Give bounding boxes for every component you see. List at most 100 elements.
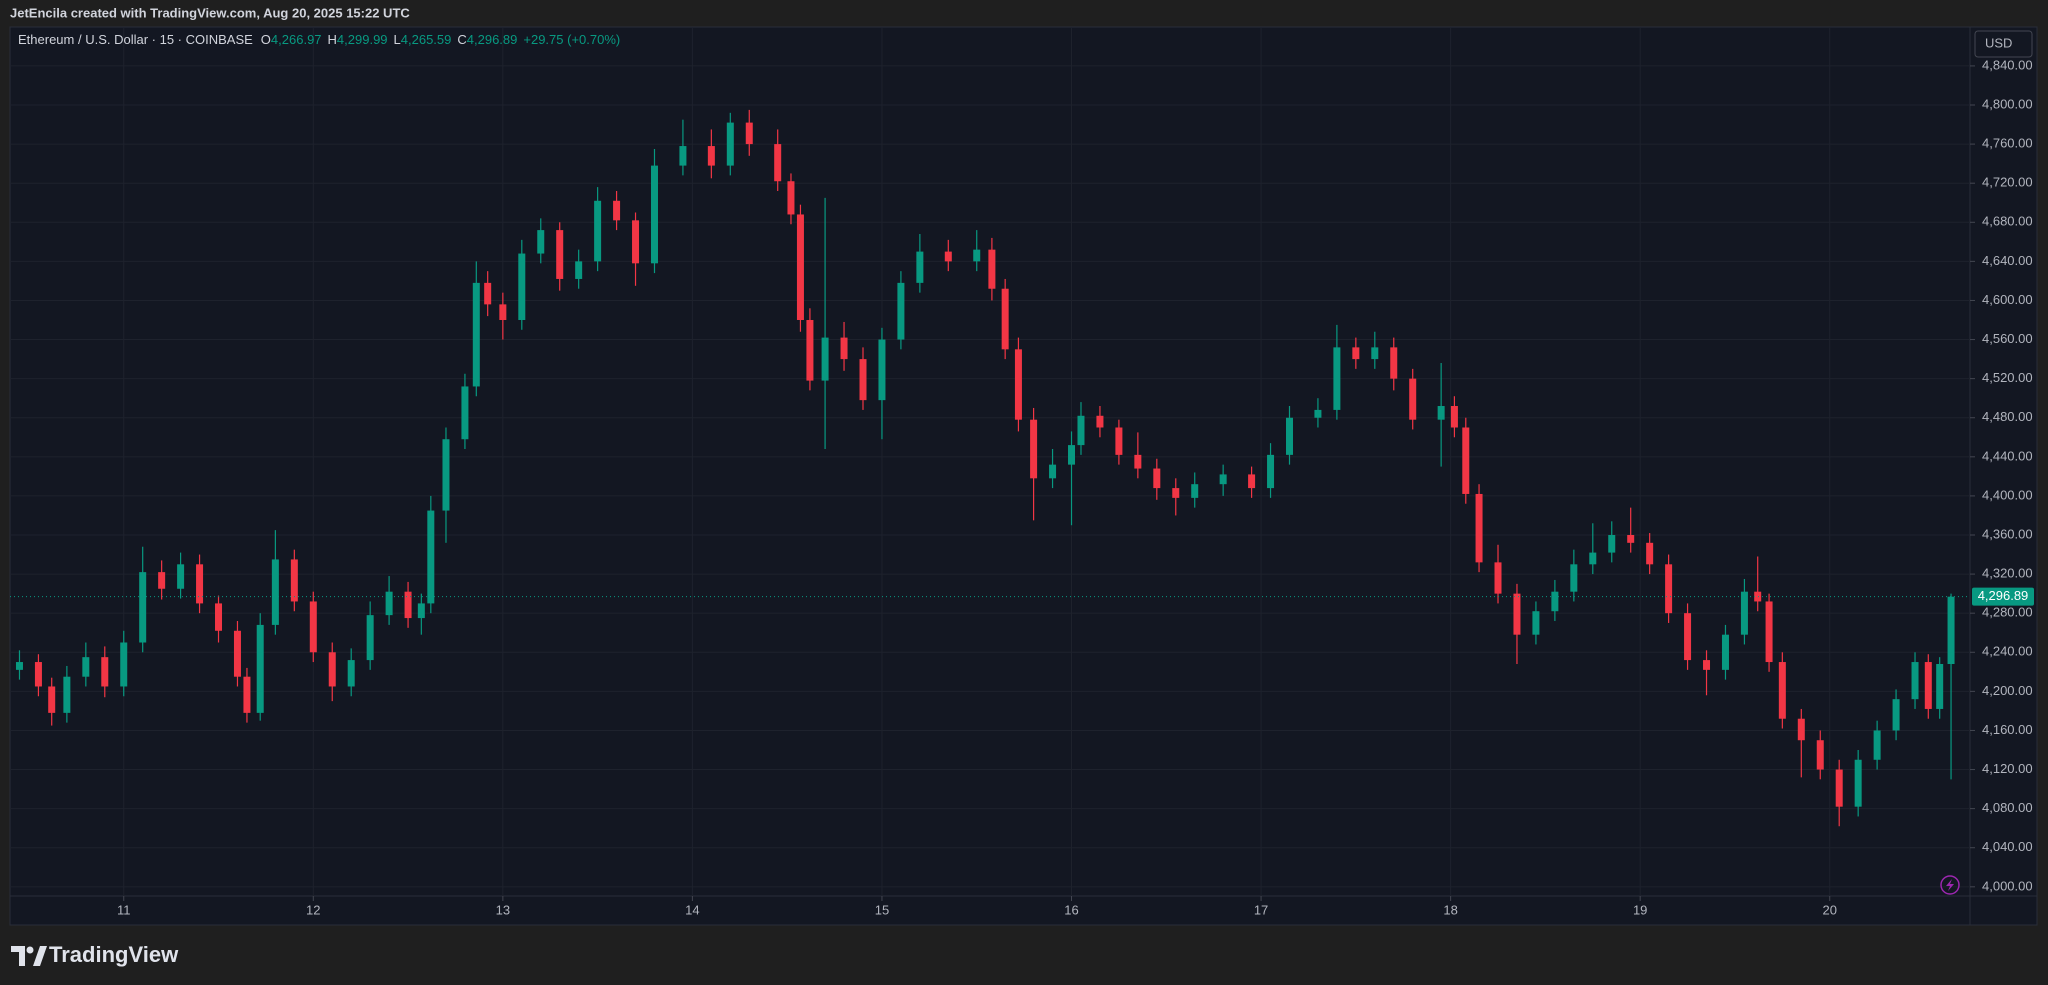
legend-key: L (394, 32, 401, 47)
candle-body (366, 615, 374, 661)
x-tick-label: 18 (1443, 902, 1457, 917)
y-tick-label: 4,160.00 (1982, 722, 2033, 737)
candle-body (1721, 634, 1729, 670)
candle-body (243, 676, 251, 713)
candle-body (707, 146, 715, 166)
candle-body (1551, 591, 1559, 612)
candle-body (1892, 699, 1900, 731)
candle-body (177, 564, 185, 589)
candle-body (944, 251, 952, 262)
candle-body (556, 230, 564, 279)
candle-body (472, 282, 480, 387)
x-tick-label: 14 (685, 902, 699, 917)
candle-body (1532, 611, 1540, 635)
candle-body (1703, 660, 1711, 670)
legend-value: 4,299.99 (337, 32, 388, 47)
candle-body (290, 559, 298, 602)
candle-body (427, 510, 435, 604)
candle-body (385, 591, 393, 616)
candle-body (1001, 288, 1009, 350)
lightning-icon[interactable] (1940, 875, 1960, 895)
candle-body (1684, 613, 1692, 661)
legend: Ethereum / U.S. Dollar · 15 · COINBASE O4… (18, 32, 620, 47)
legend-change: +29.75 (+0.70%) (523, 32, 620, 47)
x-tick-label: 12 (306, 902, 320, 917)
candle-body (1285, 417, 1293, 455)
candle-body (499, 304, 507, 321)
candle-body (774, 144, 782, 182)
symbol-title: Ethereum / U.S. Dollar · 15 · COINBASE (18, 32, 253, 47)
candle-body (484, 282, 492, 305)
candle-body (1077, 415, 1085, 446)
candle-body (1371, 347, 1379, 360)
candle-body (632, 220, 640, 264)
candle-body (1409, 378, 1417, 420)
candle-body (594, 200, 602, 262)
candle-body (1267, 454, 1275, 489)
candle-body (1854, 759, 1862, 807)
candle-body (328, 652, 336, 687)
candle-body (806, 320, 814, 381)
currency-label[interactable]: USD (1985, 35, 2012, 50)
candle-body (537, 230, 545, 254)
candle-body (442, 439, 450, 511)
legend-key: H (328, 32, 337, 47)
candle-body (796, 214, 804, 321)
y-tick-label: 4,560.00 (1982, 331, 2033, 346)
y-tick-label: 4,640.00 (1982, 253, 2033, 268)
logo-dot (26, 946, 34, 954)
candle-body (973, 249, 981, 262)
candle-body (1172, 488, 1180, 498)
candle-body (1513, 593, 1521, 635)
y-tick-label: 4,440.00 (1982, 448, 2033, 463)
y-tick-label: 4,120.00 (1982, 761, 2033, 776)
candle-body (15, 662, 23, 670)
candle-body (1608, 535, 1616, 553)
candle-body (787, 181, 795, 215)
candle-body (1740, 591, 1748, 635)
candle-body (1219, 474, 1227, 485)
overlay: 4,000.00 4,040.00 4,080.00 4,120.00 4,160.00… (10, 57, 2034, 917)
candle-body (1873, 730, 1881, 760)
candle-body (1134, 454, 1142, 469)
last-price-box (1972, 587, 2034, 606)
y-tick-label: 4,520.00 (1982, 370, 2033, 385)
legend-key: C (457, 32, 466, 47)
y-tick-label: 4,800.00 (1982, 96, 2033, 111)
candle-body (679, 146, 687, 166)
candle-body (1627, 535, 1635, 543)
candle-body (1835, 769, 1843, 807)
y-tick-label: 4,840.00 (1982, 57, 2033, 72)
candle-body (613, 200, 621, 221)
y-tick-label: 4,480.00 (1982, 409, 2033, 424)
candle-body (196, 564, 204, 604)
candle-body (1947, 596, 1955, 664)
candles (15, 109, 1955, 827)
header-title: JetEncila created with TradingView.com, … (10, 5, 410, 20)
candle-body (1646, 542, 1654, 565)
candle-body (518, 253, 526, 321)
candle-body (101, 657, 109, 687)
candle-body (1191, 484, 1199, 498)
candle-body (821, 337, 829, 381)
candle-body (120, 642, 128, 687)
candle-body (575, 261, 583, 279)
candle-body (1390, 347, 1398, 379)
candle-body (840, 337, 848, 360)
candle-body (1096, 415, 1104, 428)
last-price-label: 4,296.89 (1978, 588, 2029, 603)
y-tick-label: 4,760.00 (1982, 136, 2033, 151)
candle-body (1475, 493, 1483, 563)
candle-body (1333, 347, 1341, 410)
candle-body (1352, 347, 1360, 360)
x-tick-label: 20 (1822, 902, 1836, 917)
candle-body (1924, 662, 1932, 709)
candle-body (988, 249, 996, 289)
y-tick-label: 4,080.00 (1982, 800, 2033, 815)
currency-button[interactable] (1974, 30, 2033, 58)
candle-body (417, 603, 425, 619)
candle-body (271, 559, 279, 625)
candle-body (1314, 409, 1322, 418)
candle-body (1589, 552, 1597, 565)
